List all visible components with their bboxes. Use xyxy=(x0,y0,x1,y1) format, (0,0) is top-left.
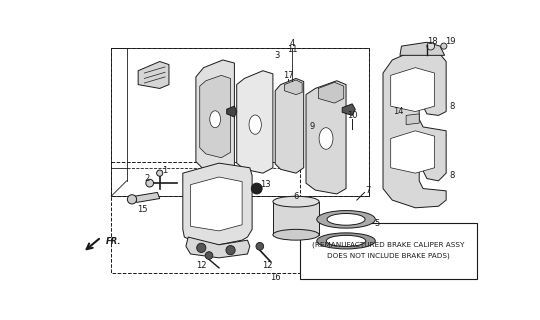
Text: DOES NOT INCLUDE BRAKE PADS): DOES NOT INCLUDE BRAKE PADS) xyxy=(327,252,450,259)
Polygon shape xyxy=(237,71,273,173)
Ellipse shape xyxy=(327,213,365,225)
Circle shape xyxy=(427,42,435,50)
Polygon shape xyxy=(285,80,302,95)
Text: 18: 18 xyxy=(427,37,437,46)
Polygon shape xyxy=(306,81,346,194)
Circle shape xyxy=(127,195,137,204)
Ellipse shape xyxy=(273,196,319,207)
Text: 7: 7 xyxy=(365,186,370,195)
Polygon shape xyxy=(406,114,419,124)
Circle shape xyxy=(157,170,163,176)
Text: 9: 9 xyxy=(309,123,315,132)
Text: 5: 5 xyxy=(374,219,380,228)
Polygon shape xyxy=(227,106,237,117)
Polygon shape xyxy=(183,163,252,245)
Text: 8: 8 xyxy=(450,171,455,180)
Text: 15: 15 xyxy=(138,205,148,214)
Polygon shape xyxy=(273,202,319,235)
Polygon shape xyxy=(391,68,435,112)
Polygon shape xyxy=(138,61,169,88)
Circle shape xyxy=(205,252,213,260)
Polygon shape xyxy=(196,60,234,173)
Text: 10: 10 xyxy=(347,111,357,120)
Text: 19: 19 xyxy=(446,37,456,46)
Polygon shape xyxy=(200,75,231,158)
Ellipse shape xyxy=(249,115,261,134)
Text: 3: 3 xyxy=(274,51,279,60)
Circle shape xyxy=(256,243,264,250)
Polygon shape xyxy=(400,42,444,55)
Text: 6: 6 xyxy=(293,192,299,201)
Text: 16: 16 xyxy=(270,273,280,282)
Ellipse shape xyxy=(317,211,375,228)
Ellipse shape xyxy=(317,233,375,249)
Circle shape xyxy=(197,243,206,252)
Polygon shape xyxy=(391,131,435,173)
Text: 13: 13 xyxy=(260,180,271,189)
Ellipse shape xyxy=(273,229,319,240)
Text: 17: 17 xyxy=(283,71,294,80)
Text: 11: 11 xyxy=(287,45,298,54)
Ellipse shape xyxy=(210,111,220,128)
Polygon shape xyxy=(383,50,446,208)
Text: (REMANUFACTURED BRAKE CALIPER ASSY: (REMANUFACTURED BRAKE CALIPER ASSY xyxy=(312,242,464,248)
Text: 12: 12 xyxy=(196,261,206,270)
Ellipse shape xyxy=(319,128,333,149)
Circle shape xyxy=(226,245,235,255)
Text: 14: 14 xyxy=(393,107,404,116)
Text: 1: 1 xyxy=(163,166,168,175)
Polygon shape xyxy=(275,78,303,173)
Polygon shape xyxy=(342,104,355,116)
Circle shape xyxy=(146,179,153,187)
Polygon shape xyxy=(191,177,242,231)
Text: 2: 2 xyxy=(145,174,150,183)
Polygon shape xyxy=(186,237,250,258)
Text: 4: 4 xyxy=(289,38,295,47)
Text: 8: 8 xyxy=(450,102,455,111)
Polygon shape xyxy=(134,192,160,203)
Ellipse shape xyxy=(326,235,366,246)
Circle shape xyxy=(251,183,262,194)
Polygon shape xyxy=(318,82,344,103)
Text: FR.: FR. xyxy=(106,237,122,246)
Text: 12: 12 xyxy=(262,261,273,270)
Circle shape xyxy=(441,43,447,49)
